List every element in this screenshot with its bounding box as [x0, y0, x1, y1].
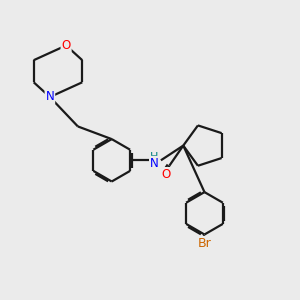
- Text: N: N: [46, 91, 54, 103]
- Text: O: O: [161, 168, 170, 181]
- Text: N: N: [150, 157, 159, 170]
- Text: H: H: [150, 152, 159, 162]
- Text: O: O: [61, 39, 71, 52]
- Text: Br: Br: [198, 237, 211, 250]
